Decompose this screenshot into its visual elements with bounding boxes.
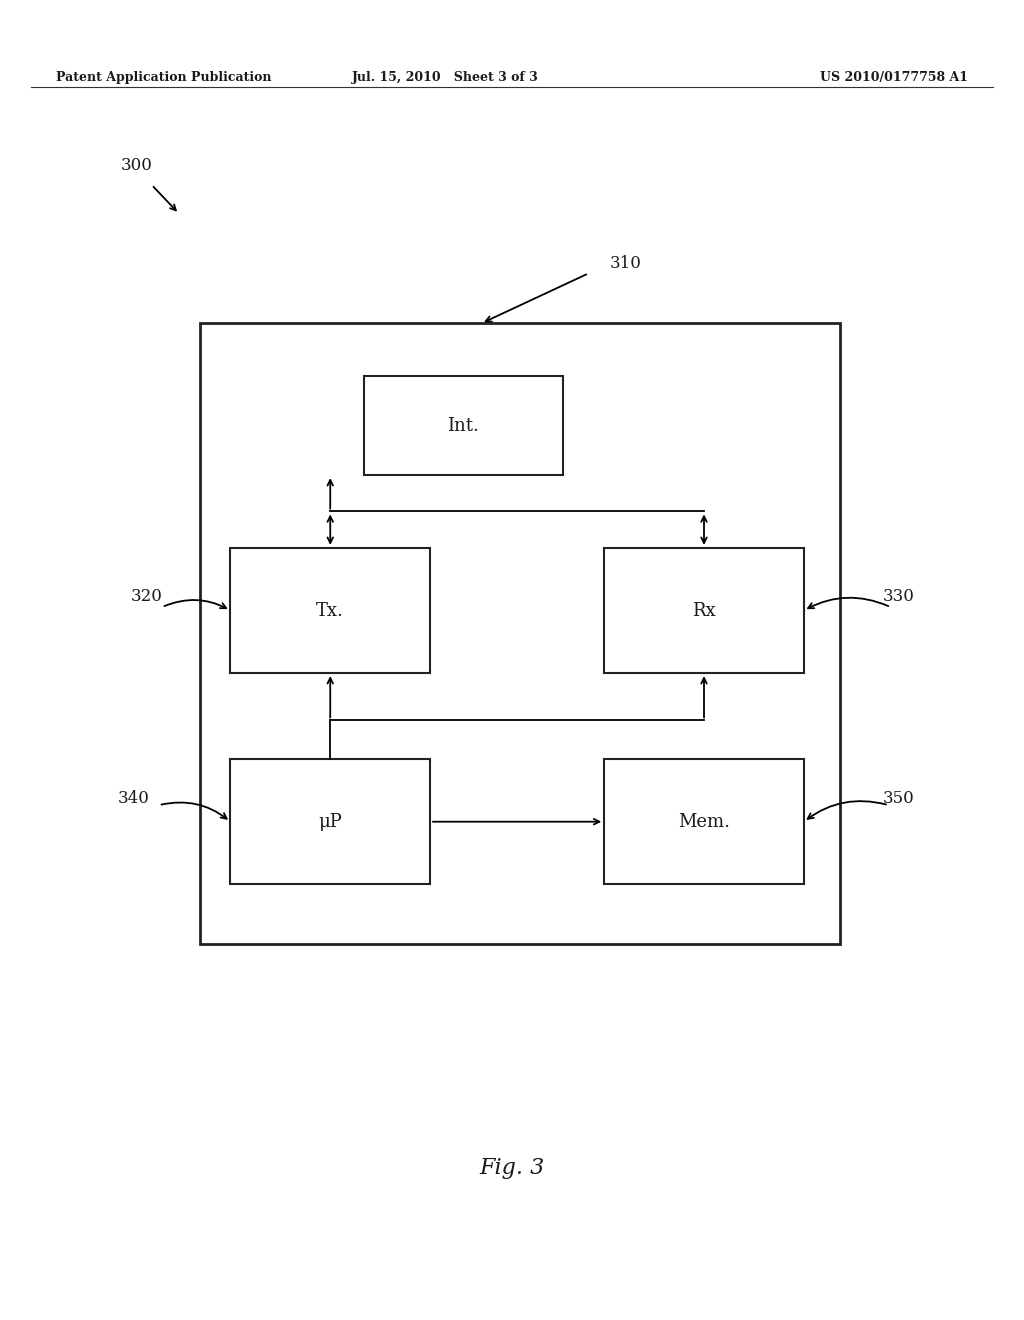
Text: Patent Application Publication: Patent Application Publication: [56, 71, 271, 83]
Text: Fig. 3: Fig. 3: [479, 1158, 545, 1179]
Bar: [230, 759, 430, 884]
Text: Int.: Int.: [447, 417, 479, 434]
Text: 310: 310: [609, 256, 641, 272]
Text: Mem.: Mem.: [678, 813, 730, 830]
Bar: [200, 323, 840, 944]
Text: Jul. 15, 2010   Sheet 3 of 3: Jul. 15, 2010 Sheet 3 of 3: [352, 71, 539, 83]
Text: 350: 350: [883, 791, 914, 807]
Bar: [364, 376, 563, 475]
Text: 340: 340: [118, 791, 150, 807]
Text: US 2010/0177758 A1: US 2010/0177758 A1: [819, 71, 968, 83]
Text: 330: 330: [883, 589, 914, 605]
Text: Tx.: Tx.: [316, 602, 344, 619]
Bar: [230, 548, 430, 673]
Bar: [604, 759, 804, 884]
Text: μP: μP: [318, 813, 342, 830]
Text: 320: 320: [131, 589, 163, 605]
Text: Rx: Rx: [692, 602, 716, 619]
Text: 300: 300: [121, 157, 153, 173]
Bar: [604, 548, 804, 673]
